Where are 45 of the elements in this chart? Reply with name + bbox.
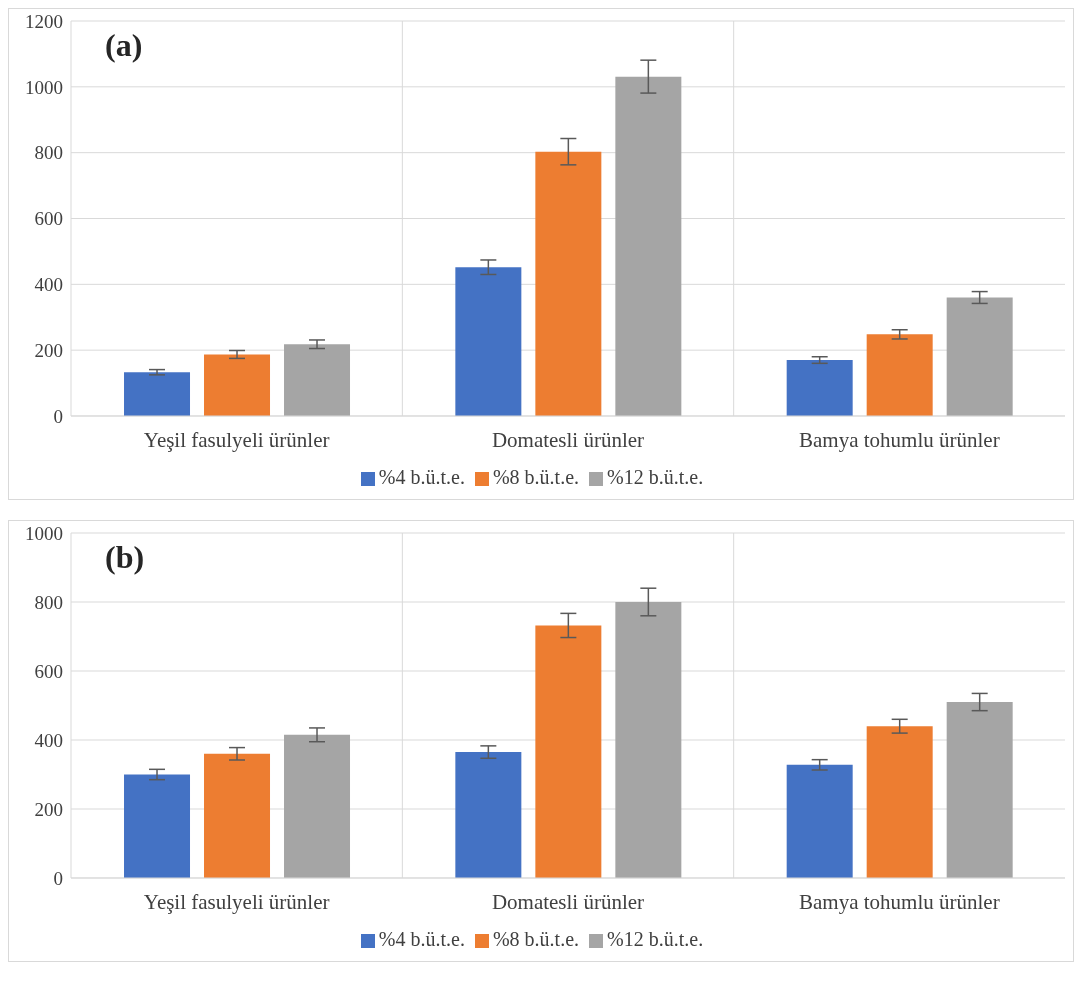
y-tick-label: 200 <box>34 798 63 820</box>
bar <box>124 372 191 416</box>
legend-label: %12 b.ü.t.e. <box>607 466 704 488</box>
y-tick-label: 1200 <box>25 10 63 32</box>
y-tick-label: 800 <box>34 591 63 613</box>
y-tick-label: 400 <box>34 274 63 296</box>
x-tick-label: Domatesli ürünler <box>491 889 645 914</box>
bar <box>284 734 351 878</box>
bar <box>455 267 522 416</box>
bar <box>124 774 191 878</box>
bar <box>946 702 1013 878</box>
bar <box>866 334 933 416</box>
legend-label: %4 b.ü.t.e. <box>378 466 465 488</box>
legend-label: %4 b.ü.t.e. <box>378 928 465 950</box>
x-tick-label: Bamya tohumlu ürünler <box>799 889 1000 914</box>
y-tick-label: 200 <box>34 339 63 361</box>
bar <box>204 753 271 878</box>
y-tick-label: 0 <box>53 867 63 889</box>
x-tick-label: Yeşil fasulyeli ürünler <box>143 889 330 914</box>
bar <box>615 602 682 878</box>
bar <box>786 764 853 878</box>
y-tick-label: 400 <box>34 729 63 751</box>
y-tick-label: 800 <box>34 142 63 164</box>
bar <box>866 726 933 878</box>
y-tick-label: 600 <box>34 208 63 230</box>
bar <box>204 354 271 416</box>
x-tick-label: Yeşil fasulyeli ürünler <box>143 427 330 452</box>
bar <box>615 76 682 416</box>
annotation: (b) <box>105 539 145 576</box>
annotation: (a) <box>105 27 143 64</box>
legend-label: %8 b.ü.t.e. <box>492 928 580 950</box>
bar <box>946 297 1013 416</box>
legend-label: %8 b.ü.t.e. <box>492 466 580 488</box>
bar <box>284 344 351 416</box>
legend-label: %12 b.ü.t.e. <box>607 928 704 950</box>
x-tick-label: Domatesli ürünler <box>491 427 645 452</box>
bar <box>786 360 853 416</box>
bar <box>455 752 522 878</box>
y-tick-label: 600 <box>34 660 63 682</box>
bar <box>535 625 602 878</box>
y-tick-label: 0 <box>53 405 63 427</box>
x-tick-label: Bamya tohumlu ürünler <box>799 427 1000 452</box>
y-tick-label: 1000 <box>25 522 63 544</box>
y-tick-label: 1000 <box>25 76 63 98</box>
bar <box>535 151 602 416</box>
